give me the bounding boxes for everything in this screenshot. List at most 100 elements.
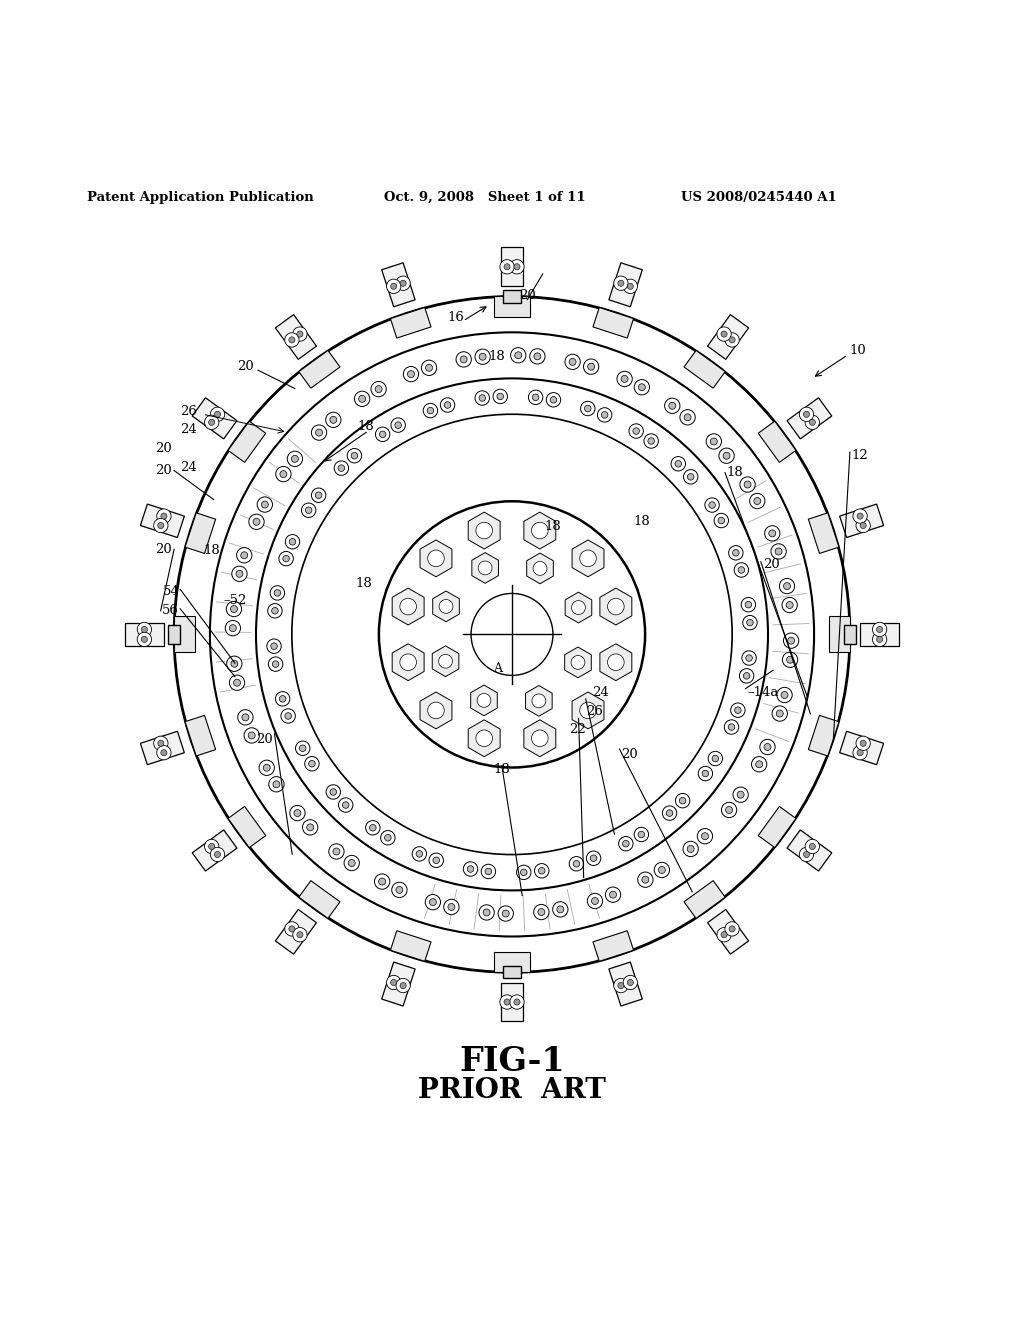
Circle shape — [479, 395, 485, 401]
Circle shape — [305, 507, 312, 513]
Circle shape — [856, 519, 870, 533]
Circle shape — [330, 416, 337, 424]
Circle shape — [475, 348, 490, 364]
Circle shape — [740, 477, 756, 492]
Circle shape — [680, 409, 695, 425]
Polygon shape — [174, 616, 195, 652]
Circle shape — [535, 863, 549, 878]
Polygon shape — [140, 504, 184, 537]
Circle shape — [573, 861, 580, 867]
Circle shape — [777, 688, 793, 702]
Circle shape — [633, 428, 639, 434]
Circle shape — [268, 657, 283, 672]
Circle shape — [628, 284, 634, 289]
Circle shape — [481, 865, 496, 879]
Polygon shape — [168, 626, 180, 644]
Circle shape — [742, 615, 757, 630]
Circle shape — [775, 548, 782, 554]
Polygon shape — [494, 952, 530, 973]
Polygon shape — [392, 644, 424, 681]
Circle shape — [439, 599, 453, 614]
Circle shape — [271, 607, 279, 614]
Circle shape — [538, 908, 545, 916]
Circle shape — [634, 380, 649, 395]
Circle shape — [781, 692, 788, 698]
Text: 20: 20 — [156, 441, 172, 454]
Circle shape — [504, 999, 510, 1005]
Text: 26: 26 — [586, 705, 602, 718]
Circle shape — [618, 837, 633, 851]
Circle shape — [592, 898, 598, 904]
Circle shape — [782, 652, 798, 668]
Circle shape — [408, 371, 415, 378]
Polygon shape — [808, 513, 839, 553]
Circle shape — [412, 846, 427, 861]
Circle shape — [214, 851, 220, 858]
Circle shape — [683, 470, 698, 484]
Circle shape — [679, 797, 686, 804]
Polygon shape — [758, 421, 796, 462]
Circle shape — [270, 643, 278, 649]
Circle shape — [161, 513, 167, 519]
Circle shape — [386, 975, 400, 990]
Circle shape — [334, 461, 348, 475]
Circle shape — [769, 529, 776, 537]
Circle shape — [257, 496, 272, 512]
Polygon shape — [564, 647, 591, 677]
Circle shape — [426, 364, 432, 371]
Circle shape — [292, 455, 298, 462]
Circle shape — [210, 847, 224, 862]
Circle shape — [348, 859, 355, 866]
Circle shape — [161, 750, 167, 756]
Circle shape — [804, 412, 810, 417]
Polygon shape — [185, 513, 216, 553]
Circle shape — [297, 932, 303, 937]
Circle shape — [498, 906, 513, 921]
Circle shape — [754, 498, 761, 504]
Circle shape — [746, 619, 754, 626]
Polygon shape — [840, 731, 884, 764]
Circle shape — [623, 841, 629, 847]
Polygon shape — [275, 909, 316, 954]
Circle shape — [729, 545, 743, 560]
Circle shape — [752, 756, 767, 772]
Circle shape — [236, 570, 243, 577]
Polygon shape — [860, 623, 899, 645]
Circle shape — [399, 653, 417, 671]
Circle shape — [622, 375, 628, 383]
Circle shape — [804, 851, 810, 858]
Circle shape — [358, 396, 366, 403]
Circle shape — [210, 407, 224, 421]
Polygon shape — [787, 397, 831, 438]
Circle shape — [467, 866, 474, 873]
Circle shape — [585, 405, 591, 412]
Polygon shape — [228, 807, 266, 847]
Text: 18: 18 — [488, 350, 505, 363]
Circle shape — [281, 709, 295, 723]
Text: 20: 20 — [238, 359, 254, 372]
Circle shape — [297, 331, 303, 337]
Polygon shape — [758, 807, 796, 847]
Polygon shape — [593, 931, 634, 961]
Circle shape — [580, 702, 596, 718]
Circle shape — [809, 420, 815, 425]
Polygon shape — [471, 685, 498, 715]
Circle shape — [531, 694, 546, 708]
Circle shape — [733, 787, 749, 803]
Circle shape — [429, 853, 443, 867]
Circle shape — [460, 356, 467, 363]
Circle shape — [617, 280, 624, 286]
Circle shape — [249, 513, 264, 529]
Circle shape — [510, 995, 524, 1010]
Circle shape — [290, 805, 305, 821]
Circle shape — [226, 602, 242, 616]
Circle shape — [370, 825, 376, 832]
Circle shape — [275, 466, 291, 482]
Text: 20: 20 — [156, 543, 172, 556]
Polygon shape — [228, 421, 266, 462]
Circle shape — [416, 850, 423, 857]
Polygon shape — [808, 715, 839, 756]
Circle shape — [157, 510, 171, 523]
Text: 20: 20 — [156, 465, 172, 477]
Circle shape — [809, 843, 815, 850]
